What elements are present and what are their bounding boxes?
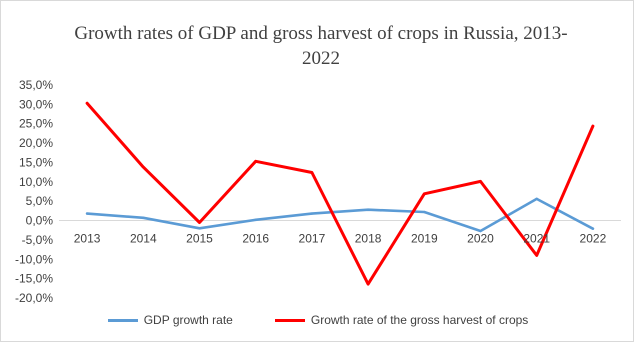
crops-point — [85, 102, 89, 105]
chart-title-line-2: 2022 — [302, 48, 340, 69]
x-tick-label: 2015 — [186, 232, 213, 246]
x-tick-label: 2017 — [299, 232, 326, 246]
legend-swatch-gdp — [107, 318, 138, 322]
crops-point — [142, 165, 145, 169]
y-tick-label: -5,0% — [22, 233, 54, 247]
gdp-point — [535, 197, 538, 201]
gdp-point — [310, 212, 314, 215]
gdp-point — [142, 216, 145, 220]
y-tick-label: 5,0% — [26, 194, 54, 208]
x-axis-ticks: 2013 2014 2015 2016 2017 2018 2019 2020 2021 2022 — [74, 232, 607, 246]
y-tick-label: 35,0% — [19, 78, 53, 92]
crops-point — [366, 282, 370, 286]
x-tick-label: 2021 — [523, 232, 550, 246]
x-tick-label: 2014 — [130, 232, 157, 246]
x-tick-label: 2016 — [242, 232, 269, 246]
legend-item-crops: Growth rate of the gross harvest of crop… — [274, 313, 529, 327]
gdp-point — [254, 218, 257, 221]
x-tick-label: 2019 — [411, 232, 438, 246]
y-tick-label: -10,0% — [15, 252, 53, 266]
crops-point — [535, 254, 538, 257]
x-tick-label: 2020 — [467, 232, 494, 246]
x-tick-label: 2018 — [355, 232, 382, 246]
y-tick-label: 30,0% — [19, 97, 53, 111]
crops-point — [198, 221, 201, 224]
gdp-point — [366, 208, 370, 211]
legend-label-gdp: GDP growth rate — [143, 313, 233, 327]
y-tick-label: -15,0% — [15, 272, 53, 286]
y-tick-label: 10,0% — [19, 175, 53, 189]
y-tick-label: 20,0% — [19, 136, 53, 150]
crops-point — [423, 192, 426, 196]
series-line-crops — [85, 101, 595, 286]
y-tick-label: -20,0% — [15, 291, 53, 305]
crops-point — [479, 180, 482, 183]
gdp-point — [479, 229, 482, 233]
series-lines — [85, 101, 595, 286]
y-tick-label: 25,0% — [19, 117, 53, 131]
x-tick-label: 2022 — [580, 232, 607, 246]
legend-item-gdp: GDP growth rate — [107, 313, 233, 327]
gdp-point — [591, 227, 595, 230]
y-tick-label: 15,0% — [19, 155, 53, 169]
crops-point — [591, 124, 595, 128]
series-line-gdp — [85, 197, 595, 233]
crops-point — [310, 171, 314, 174]
legend-label-crops: Growth rate of the gross harvest of crop… — [310, 313, 529, 327]
crops-point — [254, 160, 257, 163]
chart-title-line-1: Growth rates of GDP and gross harvest of… — [74, 23, 568, 44]
legend-swatch-crops — [274, 318, 305, 322]
legend: GDP growth rate Growth rate of the gross… — [1, 313, 634, 327]
y-tick-label: 0,0% — [26, 214, 54, 228]
gdp-point — [198, 227, 201, 230]
y-axis-ticks: 35,0% 30,0% 25,0% 20,0% 15,0% 10,0% 5,0% 0,0% -5… — [15, 78, 53, 305]
chart-title: Growth rates of GDP and gross harvest of… — [61, 21, 581, 71]
gdp-point — [423, 210, 426, 214]
gdp-point — [85, 212, 89, 215]
x-tick-label: 2013 — [74, 232, 101, 246]
